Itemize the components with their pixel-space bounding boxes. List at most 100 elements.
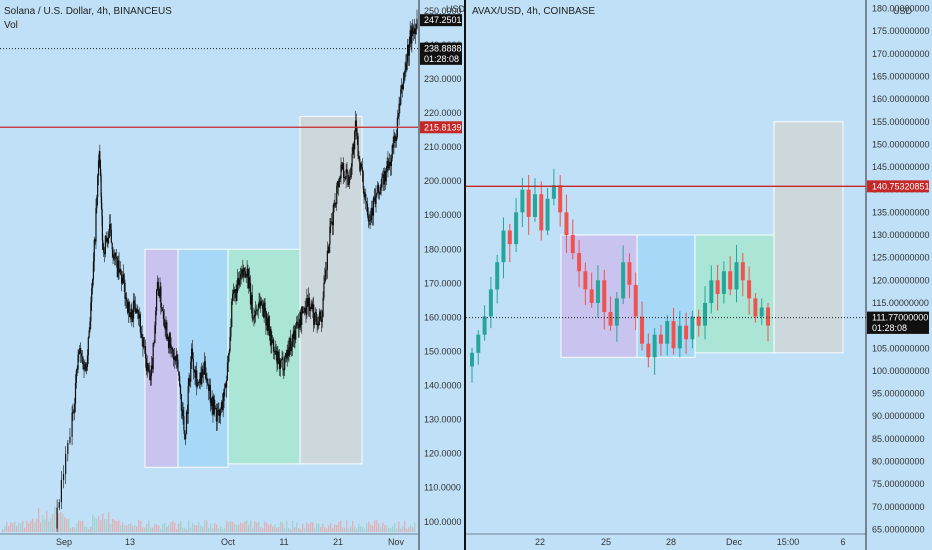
candle-body: [321, 316, 323, 322]
candle-body: [85, 366, 88, 371]
candle-body: [69, 436, 71, 443]
volume-bar: [118, 520, 120, 532]
candle-body: [331, 221, 334, 226]
candle-body: [234, 289, 236, 293]
y-tick-label: 170.0000: [424, 278, 462, 288]
candle-body: [194, 370, 196, 378]
candle-body: [589, 289, 594, 303]
candle-body: [415, 28, 417, 35]
candle-body: [376, 193, 378, 196]
candle-body: [128, 301, 130, 313]
candle-body: [71, 412, 73, 437]
candle-body: [380, 187, 382, 188]
y-tick-label: 110.0000: [424, 483, 461, 493]
y-tick-label: 150.00000000: [872, 139, 930, 149]
candle-body: [150, 376, 152, 381]
candle-body: [157, 281, 159, 296]
candle-body: [67, 442, 69, 455]
candle-body: [269, 329, 271, 337]
candle-body: [232, 289, 235, 294]
candle-body: [179, 375, 181, 386]
candle-body: [545, 198, 550, 231]
candle-body: [370, 215, 372, 221]
candle-body: [139, 314, 141, 333]
candle-body: [261, 300, 263, 305]
candle-body: [191, 348, 193, 362]
y-tick-label: 130.00000000: [872, 230, 930, 240]
candle-body: [408, 38, 410, 56]
candle-body: [306, 298, 308, 315]
candle-body: [311, 303, 313, 310]
candle-body: [395, 137, 398, 142]
volume-bar: [306, 522, 308, 532]
candle-body: [387, 161, 389, 169]
candle-body: [77, 354, 79, 370]
candle-body: [176, 354, 178, 360]
candle-body: [374, 198, 376, 205]
candle-body: [397, 116, 399, 118]
candle-body: [361, 167, 363, 172]
candle-body: [570, 235, 575, 254]
candle-body: [317, 323, 319, 326]
candle-body: [230, 327, 232, 337]
volume-bar: [212, 528, 214, 532]
volume-bar: [248, 524, 250, 532]
candle-body: [258, 301, 260, 308]
volume-bar: [344, 527, 346, 532]
candle-body: [391, 145, 393, 159]
candle-body: [144, 346, 147, 359]
candle-body: [104, 235, 106, 255]
candle-body: [239, 277, 241, 280]
candle-body: [144, 346, 146, 348]
volume-bar: [242, 523, 244, 532]
candle-body: [293, 330, 295, 339]
candle-body: [262, 308, 264, 317]
volume-bar: [166, 526, 168, 532]
candle-body: [277, 352, 279, 364]
volume-bar: [260, 526, 262, 532]
candle-body: [150, 365, 153, 377]
candle-body: [325, 270, 327, 278]
price-tag-label: 247.2501: [424, 15, 462, 25]
volume-bar: [8, 526, 10, 532]
candle-body: [295, 325, 297, 340]
candle-body: [164, 326, 166, 330]
candle-body: [289, 338, 291, 348]
candle-body: [107, 237, 109, 243]
volume-bar: [172, 520, 174, 532]
chart-title: Solana / U.S. Dollar, 4h, BINANCEUS: [4, 6, 172, 17]
candle-body: [100, 175, 102, 197]
candle-body: [640, 316, 645, 344]
y-tick-label: 150.0000: [424, 346, 462, 356]
volume-bar: [42, 515, 44, 532]
candle-body: [108, 233, 110, 238]
candle-body: [216, 412, 218, 422]
volume-bar: [48, 520, 50, 532]
volume-bar: [72, 527, 74, 532]
candle-body: [88, 330, 90, 338]
candle-body: [190, 361, 192, 382]
candle-body: [696, 316, 701, 326]
candle-body: [690, 316, 695, 340]
volume-bar: [190, 527, 192, 532]
volume-bar: [124, 525, 126, 532]
candle-body: [103, 247, 105, 253]
candle-body: [101, 216, 103, 241]
candle-body: [340, 164, 342, 179]
candle-body: [134, 303, 136, 310]
candle-body: [141, 334, 143, 338]
candle-body: [267, 316, 270, 331]
y-tick-label: 170.00000000: [872, 49, 930, 59]
volume-bar: [400, 528, 402, 532]
candle-body: [196, 382, 199, 387]
candle-body: [328, 244, 330, 253]
candle-body: [404, 69, 406, 73]
volume-bar: [280, 521, 282, 532]
volume-bar: [168, 525, 170, 532]
candle-body: [235, 289, 237, 302]
candle-body: [160, 286, 162, 308]
candle-body: [684, 325, 689, 340]
y-tick-label: 75.00000000: [872, 479, 925, 489]
candle-body: [341, 164, 343, 169]
candle-body: [287, 349, 289, 356]
